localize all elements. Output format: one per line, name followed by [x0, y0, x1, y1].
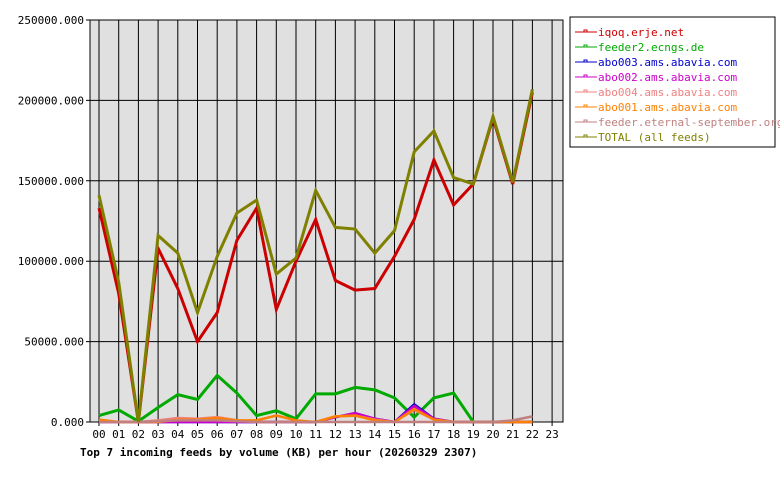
series-line-1: [98, 373, 533, 424]
x-tick-label: 22: [526, 428, 539, 441]
series-line-0: [97, 92, 534, 423]
x-tick-label: 23: [545, 428, 558, 441]
legend-marker: [583, 59, 588, 63]
chart-title: Top 7 incoming feeds by volume (KB) per …: [80, 446, 477, 459]
x-tick-label: 07: [230, 428, 243, 441]
x-tick-label: 03: [151, 428, 164, 441]
y-tick-label: 150000.000: [18, 175, 84, 188]
y-tick-label: 0.000: [51, 416, 84, 429]
x-tick-label: 01: [112, 428, 125, 441]
x-tick-label: 16: [408, 428, 421, 441]
x-tick-label: 15: [388, 428, 401, 441]
legend-marker: [583, 134, 588, 138]
x-tick-label: 04: [171, 428, 185, 441]
y-tick-label: 50000.000: [24, 336, 84, 349]
legend-entry: abo001.ams.abavia.com: [598, 101, 737, 114]
x-tick-label: 18: [447, 428, 460, 441]
legend-marker: [583, 104, 588, 108]
x-tick-label: 12: [329, 428, 342, 441]
x-tick-label: 19: [467, 428, 480, 441]
x-tick-label: 06: [211, 428, 224, 441]
x-tick-label: 08: [250, 428, 263, 441]
x-tick-label: 21: [506, 428, 519, 441]
x-tick-label: 05: [191, 428, 204, 441]
y-tick-label: 250000.000: [18, 14, 84, 27]
legend-entry: abo004.ams.abavia.com: [598, 86, 737, 99]
y-tick-label: 100000.000: [18, 255, 84, 268]
legend-marker: [583, 44, 588, 48]
legend-entry: abo002.ams.abavia.com: [598, 71, 737, 84]
plot-area: [89, 19, 564, 423]
legend-entry: iqoq.erje.net: [598, 26, 684, 39]
series-line-6: [99, 415, 533, 424]
x-tick-label: 20: [486, 428, 499, 441]
y-tick-label: 200000.000: [18, 94, 84, 107]
x-tick-label: 13: [348, 428, 361, 441]
legend-entry: TOTAL (all feeds): [598, 131, 711, 144]
legend-entry: feeder.eternal-september.org: [598, 116, 780, 129]
x-tick-label: 00: [92, 428, 105, 441]
series-line-7: [97, 88, 534, 423]
x-tick-label: 17: [427, 428, 440, 441]
legend-marker: [583, 74, 588, 78]
x-tick-label: 02: [132, 428, 145, 441]
legend: [569, 16, 776, 148]
legend-marker: [583, 89, 588, 93]
x-tick-label: 09: [270, 428, 283, 441]
legend-marker: [583, 29, 588, 33]
x-tick-label: 10: [289, 428, 302, 441]
x-tick-label: 14: [368, 428, 382, 441]
x-tick-label: 11: [309, 428, 322, 441]
legend-marker: [583, 119, 588, 123]
legend-entry: abo003.ams.abavia.com: [598, 56, 737, 69]
legend-entry: feeder2.ecngs.de: [598, 41, 704, 54]
